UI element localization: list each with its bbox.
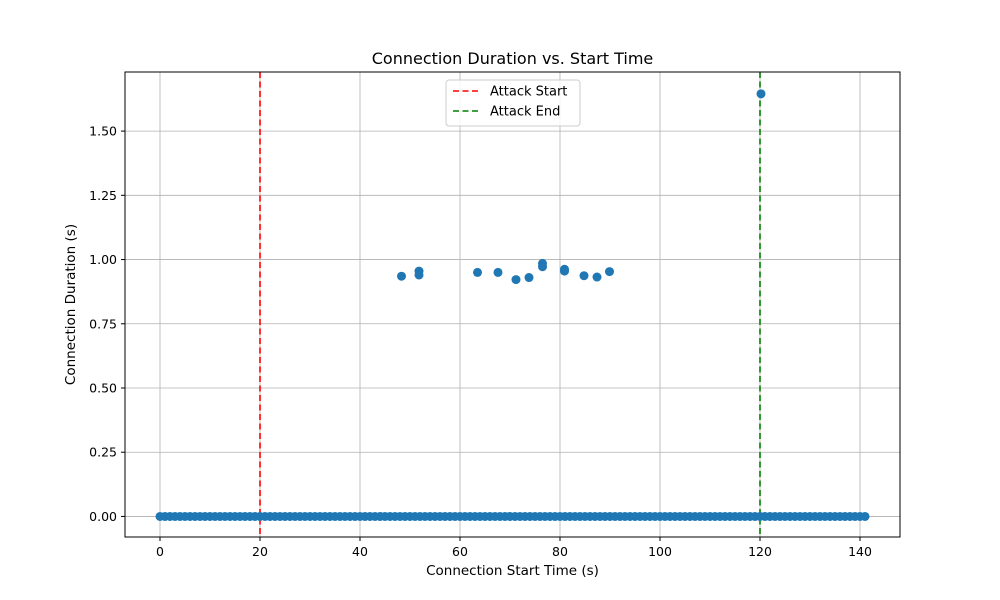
x-tick-label: 140 <box>848 544 872 559</box>
chart-title: Connection Duration vs. Start Time <box>372 49 654 68</box>
data-point <box>493 267 503 277</box>
y-tick-label: 1.00 <box>89 252 117 267</box>
x-tick-label: 20 <box>252 544 268 559</box>
data-point <box>473 267 482 277</box>
x-tick-label: 40 <box>352 544 368 559</box>
data-point <box>860 511 870 521</box>
y-tick-label: 0.50 <box>89 380 117 395</box>
x-tick-label: 120 <box>748 544 772 559</box>
legend: Attack Start Attack End <box>445 79 581 127</box>
data-point <box>579 271 589 281</box>
axis-ticks: 0 20 40 60 80 100 120 140 0.00 0.25 0.50 0.75 1.00 1.… <box>89 124 872 559</box>
legend-box <box>445 79 581 127</box>
data-point <box>592 272 602 282</box>
y-tick-label: 1.25 <box>89 188 117 203</box>
data-point <box>605 267 614 277</box>
data-point <box>538 262 547 272</box>
x-tick-label: 60 <box>452 544 468 559</box>
legend-attack-start-label: Attack Start <box>490 85 567 100</box>
data-points <box>155 89 870 521</box>
data-point <box>397 271 406 281</box>
data-point <box>756 89 766 99</box>
plot-frame <box>124 71 901 538</box>
data-point <box>524 273 534 283</box>
y-tick-label: 0.00 <box>89 509 117 524</box>
x-tick-label: 100 <box>648 544 672 559</box>
x-axis-label: Connection Start Time (s) <box>426 563 599 579</box>
x-tick-label: 80 <box>552 544 568 559</box>
y-tick-label: 0.75 <box>89 316 117 331</box>
reference-lines <box>259 72 761 537</box>
data-point <box>511 275 521 285</box>
y-tick-label: 0.25 <box>89 445 117 460</box>
data-point <box>560 266 569 276</box>
x-tick-label: 0 <box>156 544 164 559</box>
y-tick-label: 1.50 <box>89 124 117 139</box>
y-axis-label: Connection Duration (s) <box>63 224 79 385</box>
grid <box>125 72 900 537</box>
legend-attack-end-label: Attack End <box>490 105 560 120</box>
data-point <box>414 270 424 280</box>
